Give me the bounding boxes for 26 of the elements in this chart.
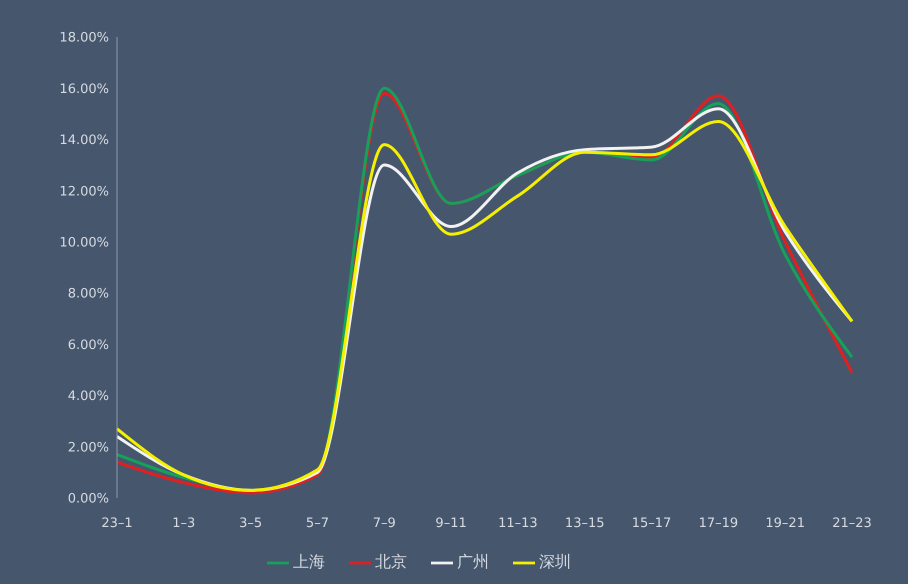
x-tick-label: 15–17 xyxy=(632,516,672,532)
x-tick-label: 5–7 xyxy=(306,516,329,532)
x-tick-label: 7–9 xyxy=(372,516,396,532)
x-tick-label: 3–5 xyxy=(239,516,262,532)
y-tick-label: 2.00% xyxy=(68,440,109,456)
y-tick-label: 16.00% xyxy=(59,82,109,97)
y-tick-label: 18.00% xyxy=(59,30,109,46)
y-tick-label: 10.00% xyxy=(59,236,109,251)
x-tick-label: 13–15 xyxy=(564,516,605,532)
legend-label: 深圳 xyxy=(539,552,571,572)
x-tick-label: 1–3 xyxy=(172,516,196,532)
x-tick-label: 21–23 xyxy=(832,516,872,532)
x-tick-label: 9–11 xyxy=(435,516,467,532)
y-tick-label: 0.00% xyxy=(68,492,109,507)
y-tick-label: 4.00% xyxy=(68,389,109,404)
legend-label: 上海 xyxy=(293,552,325,572)
x-tick-label: 23–1 xyxy=(101,516,133,532)
y-tick-label: 6.00% xyxy=(68,338,109,353)
x-tick-label: 17–19 xyxy=(698,516,738,532)
legend-label: 广州 xyxy=(457,552,489,572)
x-tick-label: 19–21 xyxy=(765,516,805,532)
y-tick-label: 14.00% xyxy=(59,133,109,148)
x-tick-label: 11–13 xyxy=(498,516,538,532)
y-tick-label: 12.00% xyxy=(59,184,109,200)
legend-label: 北京 xyxy=(375,552,407,572)
y-tick-label: 8.00% xyxy=(68,286,109,302)
